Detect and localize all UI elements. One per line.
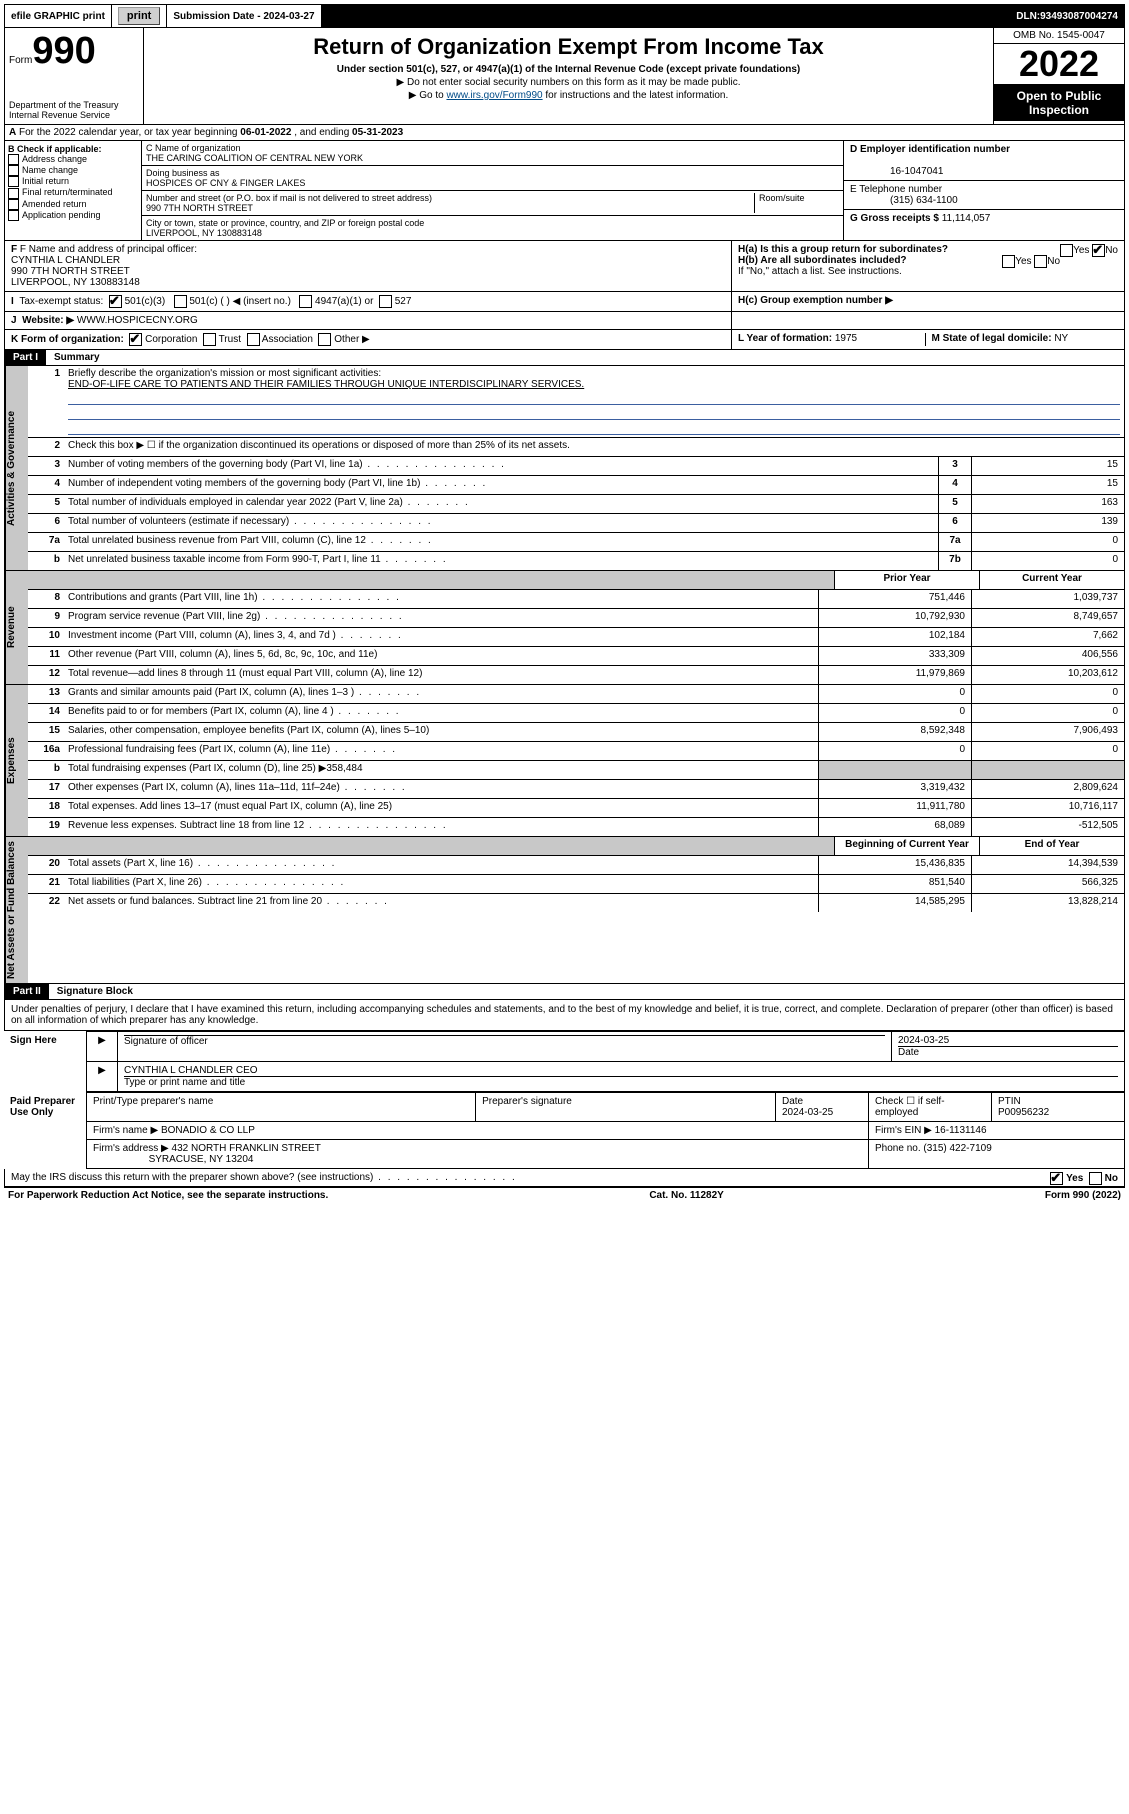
footer-left: For Paperwork Reduction Act Notice, see … [8,1190,328,1201]
note-line-1: ▶ Do not enter social security numbers o… [152,77,985,88]
expenses-label: Expenses [5,685,28,836]
col-de: D Employer identification number16-10470… [844,141,1124,240]
may-irs-discuss: May the IRS discuss this return with the… [4,1169,1125,1187]
room-suite: Room/suite [754,193,839,213]
sign-here-label: Sign Here [4,1032,87,1092]
form-header: Form990 Department of the TreasuryIntern… [4,28,1125,125]
tax-year: 2022 [994,44,1124,85]
dept-label: Department of the TreasuryInternal Reven… [9,100,139,120]
section-a-tax-year: A For the 2022 calendar year, or tax yea… [4,125,1125,141]
submission-date: Submission Date - 2024-03-27 [167,5,321,27]
part-2-header: Part II Signature Block [4,984,1125,1000]
paid-preparer-label: Paid Preparer Use Only [4,1093,87,1169]
note-line-2: ▶ Go to www.irs.gov/Form990 for instruct… [152,90,985,101]
title-box: Return of Organization Exempt From Incom… [144,28,994,124]
row-j-website: J Website: ▶ WWW.HOSPICECNY.ORG [4,312,1125,330]
efile-label: efile GRAPHIC print [5,5,112,27]
revenue-label: Revenue [5,571,28,684]
signature-declaration: Under penalties of perjury, I declare th… [4,1000,1125,1031]
net-assets-label: Net Assets or Fund Balances [5,837,28,983]
col-c-name-address: C Name of organization THE CARING COALIT… [142,141,844,240]
sign-here-table: Sign Here ▶ Signature of officer 2024-03… [4,1031,1125,1092]
revenue-block: Revenue Prior YearCurrent Year 8Contribu… [4,571,1125,685]
top-toolbar: efile GRAPHIC print print Submission Dat… [4,4,1125,28]
expenses-block: Expenses 13Grants and similar amounts pa… [4,685,1125,837]
irs-link[interactable]: www.irs.gov/Form990 [446,90,542,101]
dln: DLN: 93493087004274 [322,5,1124,27]
print-button[interactable]: print [112,5,167,27]
net-assets-block: Net Assets or Fund Balances Beginning of… [4,837,1125,984]
footer-mid: Cat. No. 11282Y [649,1190,723,1201]
footer-right: Form 990 (2022) [1045,1190,1121,1201]
part-1-header: Part I Summary [4,350,1125,366]
governance-label: Activities & Governance [5,366,28,570]
open-public-badge: Open to Public Inspection [994,85,1124,121]
form-number-box: Form990 Department of the TreasuryIntern… [5,28,144,124]
row-f-h: F F Name and address of principal office… [4,241,1125,292]
year-box: OMB No. 1545-0047 2022 Open to Public In… [994,28,1124,124]
sub-title: Under section 501(c), 527, or 4947(a)(1)… [152,64,985,75]
paid-preparer-table: Paid Preparer Use Only Print/Type prepar… [4,1092,1125,1169]
governance-block: Activities & Governance 1 Briefly descri… [4,366,1125,571]
omb-number: OMB No. 1545-0047 [994,28,1124,44]
footer: For Paperwork Reduction Act Notice, see … [4,1187,1125,1203]
main-title: Return of Organization Exempt From Incom… [152,34,985,60]
row-i-tax-status: I Tax-exempt status: 501(c)(3) 501(c) ( … [4,292,1125,312]
entity-info-block: B Check if applicable: Address change Na… [4,141,1125,241]
row-k-form-org: K Form of organization: Corporation Trus… [4,330,1125,350]
col-b-checkboxes: B Check if applicable: Address change Na… [5,141,142,240]
